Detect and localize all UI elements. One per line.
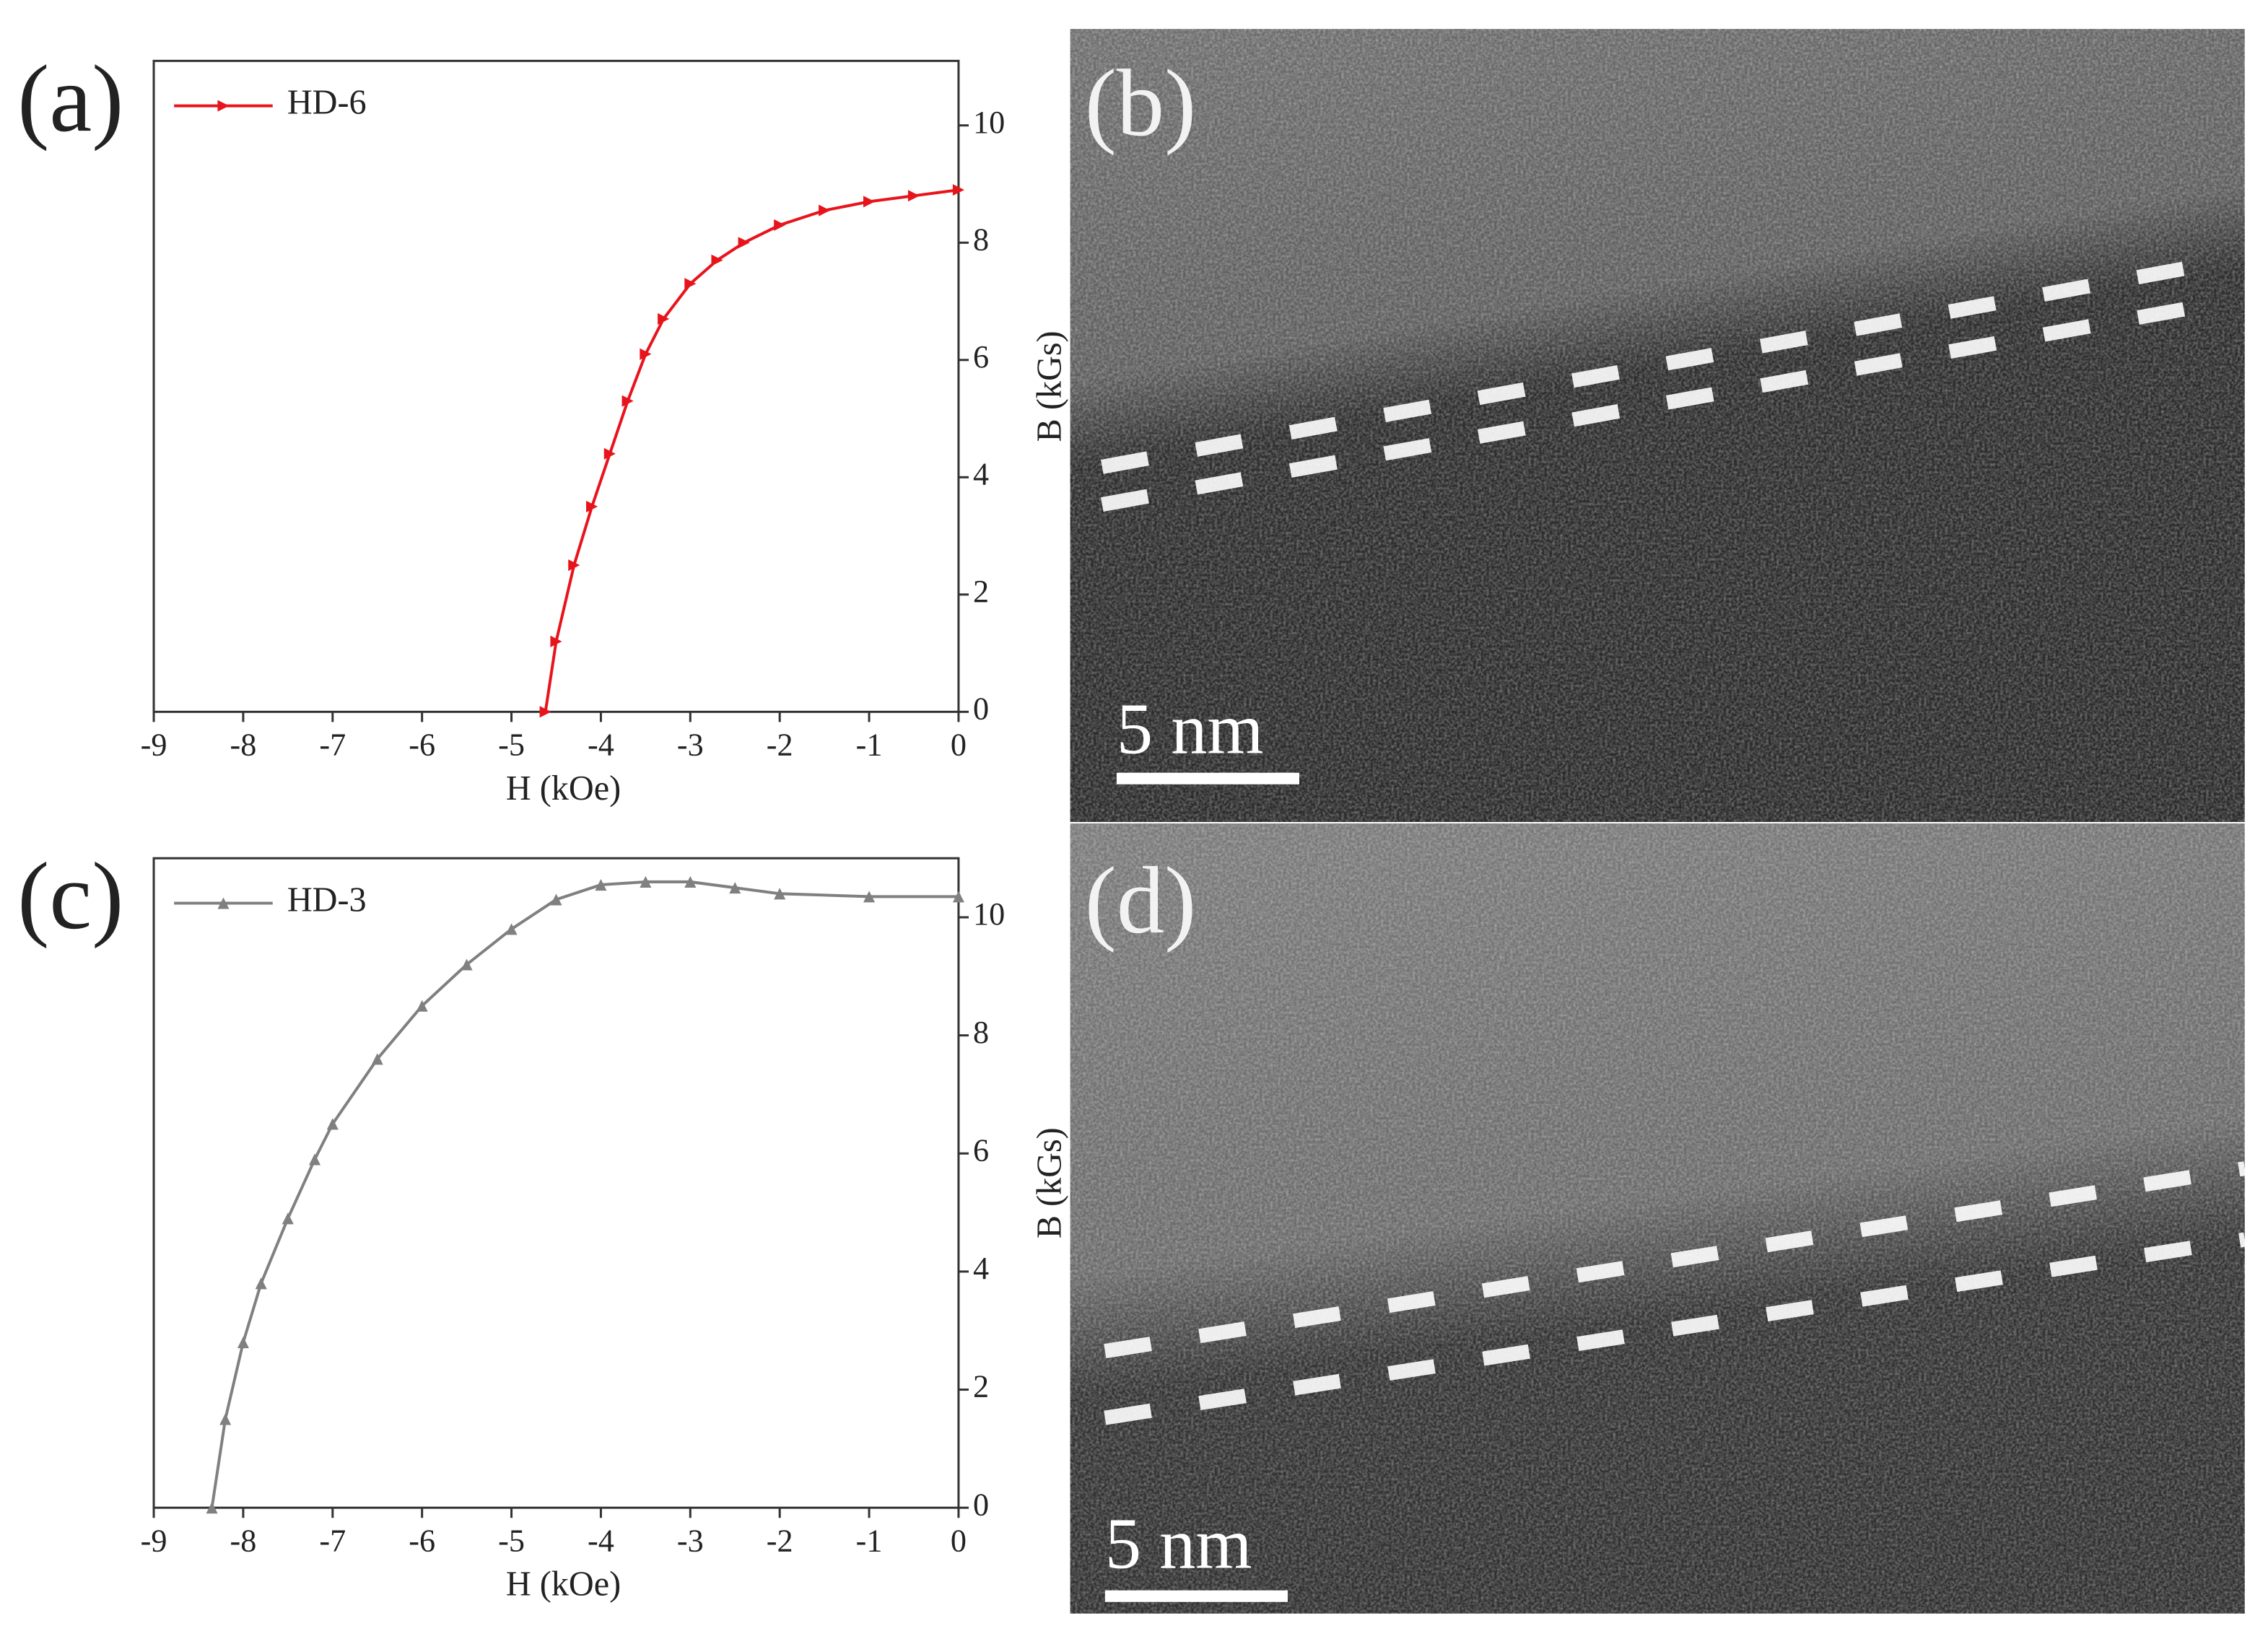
x-tick-label: -2 xyxy=(767,727,793,763)
x-tick-label: -9 xyxy=(141,1523,167,1559)
panel-label: (b) xyxy=(1085,50,1197,156)
data-point xyxy=(774,888,786,900)
y-tick-label: 6 xyxy=(973,339,989,375)
y-tick-label: 4 xyxy=(973,456,989,491)
data-line xyxy=(210,880,959,1508)
data-point xyxy=(568,559,580,572)
x-tick-label: -5 xyxy=(498,727,525,763)
data-point xyxy=(505,923,518,935)
y-tick-label: 0 xyxy=(973,1487,989,1522)
data-point xyxy=(621,395,634,407)
x-tick-label: -3 xyxy=(677,727,704,763)
legend-label: HD-6 xyxy=(287,84,367,122)
legend-marker xyxy=(217,100,230,112)
x-tick-label: -8 xyxy=(230,1523,257,1559)
data-point xyxy=(863,196,876,208)
plot-frame xyxy=(152,59,960,713)
y-tick-label: 0 xyxy=(973,691,989,726)
data-point xyxy=(684,278,697,290)
y-tick-label: 8 xyxy=(973,1015,989,1050)
data-point xyxy=(550,635,562,647)
data-point xyxy=(586,500,598,512)
x-tick-label: 0 xyxy=(951,727,967,763)
x-tick-label: -7 xyxy=(319,1523,346,1559)
data-point xyxy=(907,190,920,202)
y-tick-label: 10 xyxy=(973,896,1005,932)
data-point xyxy=(326,1118,339,1130)
legend-label: HD-3 xyxy=(287,881,367,919)
panel-label: (d) xyxy=(1085,847,1197,953)
data-point xyxy=(595,879,607,891)
y-tick-label: 6 xyxy=(973,1132,989,1168)
data-line xyxy=(544,188,959,712)
x-tick-label: -2 xyxy=(767,1523,793,1559)
x-tick-label: -3 xyxy=(677,1523,704,1559)
data-point xyxy=(206,1502,218,1514)
y-tick-label: 8 xyxy=(973,222,989,257)
data-point xyxy=(255,1277,267,1290)
data-point xyxy=(416,1000,428,1012)
x-tick-label: 0 xyxy=(951,1523,967,1559)
data-point xyxy=(640,348,652,360)
x-tick-label: -6 xyxy=(409,727,435,763)
panel-label: (a) xyxy=(17,45,123,152)
data-point xyxy=(603,447,616,460)
data-point xyxy=(550,893,562,906)
data-point xyxy=(371,1053,383,1065)
data-point xyxy=(237,1337,249,1349)
data-point xyxy=(308,1153,321,1166)
data-point xyxy=(952,891,964,903)
data-point xyxy=(774,219,786,231)
x-tick-label: -4 xyxy=(588,727,614,763)
x-tick-label: -4 xyxy=(588,1523,614,1559)
plot-frame xyxy=(152,857,960,1509)
tem-image: (b) 5 nm xyxy=(1070,29,2245,822)
x-tick-label: -5 xyxy=(498,1523,525,1559)
panel-label: (c) xyxy=(17,843,123,949)
data-point xyxy=(539,706,551,718)
data-point xyxy=(658,312,670,325)
y-tick-label: 10 xyxy=(973,105,1005,140)
data-point xyxy=(711,254,723,266)
y-tick-label: 2 xyxy=(973,1369,989,1404)
x-tick-label: -1 xyxy=(856,1523,883,1559)
data-point xyxy=(738,237,750,249)
x-tick-label: -8 xyxy=(230,727,257,763)
data-point xyxy=(819,204,831,217)
x-axis-label: H (kOe) xyxy=(506,769,621,808)
data-point xyxy=(640,875,652,888)
y-tick-label: 4 xyxy=(973,1251,989,1286)
data-point xyxy=(684,875,697,888)
scale-label: 5 nm xyxy=(1105,1503,1252,1583)
x-tick-label: -1 xyxy=(856,727,883,763)
data-point xyxy=(729,882,741,894)
legend-marker xyxy=(217,897,230,909)
y-tick-label: 2 xyxy=(973,574,989,609)
y-axis-label: B (kGs) xyxy=(1031,1127,1069,1238)
data-point xyxy=(952,184,964,196)
y-axis-label: B (kGs) xyxy=(1031,331,1069,442)
data-point xyxy=(282,1212,294,1225)
x-axis-label: H (kOe) xyxy=(506,1565,621,1604)
x-tick-label: -9 xyxy=(141,727,167,763)
x-tick-label: -7 xyxy=(319,727,346,763)
data-point xyxy=(863,891,876,903)
tem-image: (d) 5 nm xyxy=(1070,823,2246,1614)
data-point xyxy=(219,1413,232,1425)
data-point xyxy=(461,958,473,971)
scale-label: 5 nm xyxy=(1117,688,1264,769)
x-tick-label: -6 xyxy=(409,1523,435,1559)
